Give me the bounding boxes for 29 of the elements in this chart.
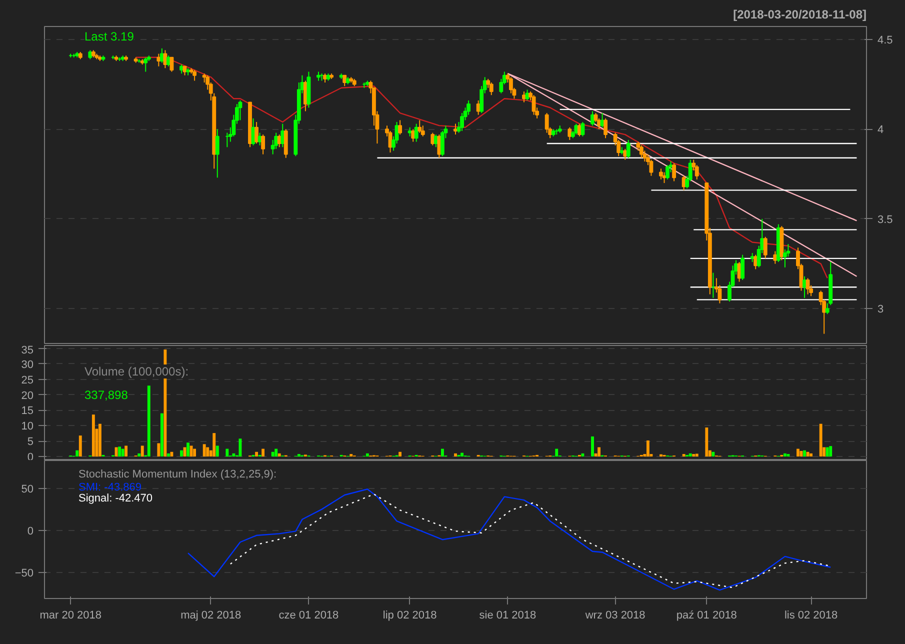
y-tick-label: 30 bbox=[21, 359, 34, 371]
text: Signal: -42.470 bbox=[78, 492, 152, 504]
x-tick-label: sie 01 2018 bbox=[479, 610, 536, 622]
y-tick-label: −50 bbox=[14, 567, 34, 580]
x-tick-label: cze 01 2018 bbox=[278, 610, 339, 622]
chart-title: [2018-03-20/2018-11-08] bbox=[733, 8, 867, 22]
x-tick-label: wrz 03 2018 bbox=[584, 610, 646, 622]
annotation: Volume (100,000s): bbox=[84, 364, 189, 378]
x-tick-label: mar 20 2018 bbox=[40, 610, 102, 622]
annotation: Last 3.19 bbox=[84, 30, 134, 44]
y-tick-label: 3 bbox=[878, 304, 884, 316]
x-tick-label: lis 02 2018 bbox=[784, 610, 838, 622]
text: Stochastic Momentum Index (13,2,25,9): bbox=[78, 468, 277, 480]
y-tick-label: 35 bbox=[21, 344, 34, 356]
y-tick-label: 15 bbox=[21, 405, 34, 418]
text: SMI: -43.869 bbox=[78, 482, 142, 494]
y-tick-label: 3.5 bbox=[878, 214, 893, 226]
y-tick-label: 4 bbox=[878, 124, 884, 136]
x-tick-label: maj 02 2018 bbox=[180, 610, 242, 622]
y-tick-label: 0 bbox=[27, 525, 34, 538]
y-tick-label: 5 bbox=[27, 436, 34, 448]
x-tick-label: lip 02 2018 bbox=[382, 610, 437, 622]
y-tick-label: 10 bbox=[21, 420, 34, 433]
y-tick-label: 50 bbox=[21, 483, 34, 496]
y-tick-label: 4.5 bbox=[878, 34, 893, 46]
y-tick-label: 25 bbox=[21, 374, 34, 386]
annotation: 337,898 bbox=[84, 388, 128, 402]
y-tick-label: 20 bbox=[21, 390, 34, 402]
x-tick-label: paź 01 2018 bbox=[676, 610, 737, 622]
